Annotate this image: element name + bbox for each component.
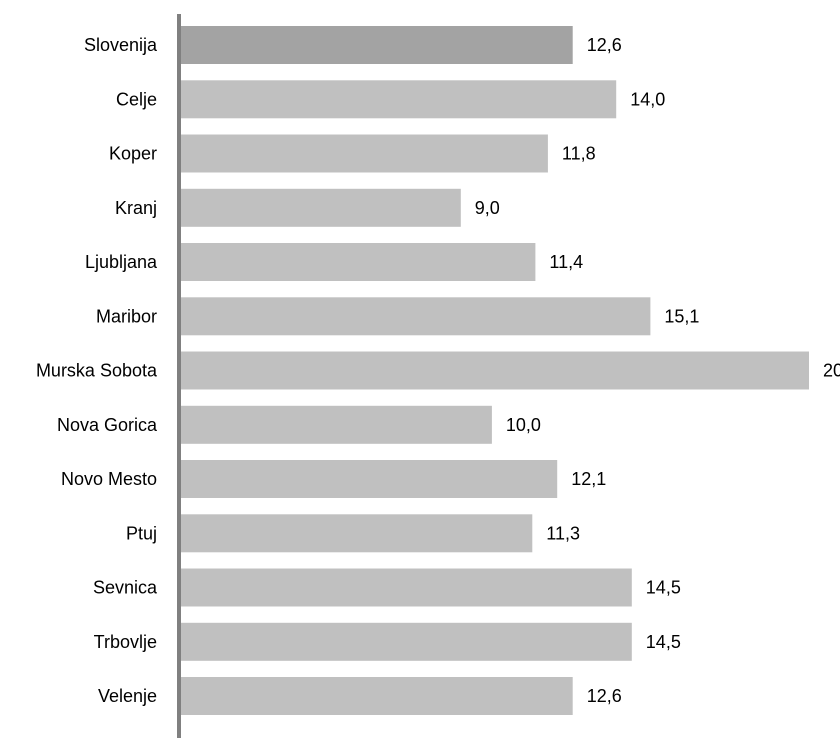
value-label-slovenija: 12,6 bbox=[587, 35, 622, 55]
category-label-nova-gorica: Nova Gorica bbox=[57, 415, 158, 435]
bar-ljubljana bbox=[181, 243, 536, 281]
value-labels-group: 12,6 14,0 11,8 9,0 11,4 15,1 20,2 10,0 12,1 11,3 1… bbox=[475, 35, 840, 706]
bars-group bbox=[181, 26, 809, 715]
value-label-kranj: 9,0 bbox=[475, 198, 500, 218]
category-label-ljubljana: Ljubljana bbox=[85, 252, 158, 272]
value-label-koper: 11,8 bbox=[562, 144, 596, 164]
category-label-maribor: Maribor bbox=[96, 306, 157, 326]
bar-nova-gorica bbox=[181, 405, 492, 444]
bar-sevnica bbox=[181, 568, 632, 607]
bar-trbovlje bbox=[181, 622, 632, 661]
value-label-celje: 14,0 bbox=[630, 89, 665, 109]
bar-maribor bbox=[181, 297, 651, 336]
value-label-trbovlje: 14,5 bbox=[646, 632, 681, 652]
category-label-koper: Koper bbox=[109, 144, 157, 164]
value-label-nova-gorica: 10,0 bbox=[506, 415, 541, 435]
value-label-maribor: 15,1 bbox=[664, 306, 699, 326]
category-label-trbovlje: Trbovlje bbox=[94, 632, 157, 652]
bar-koper bbox=[181, 134, 548, 173]
bar-novo-mesto bbox=[181, 460, 558, 498]
bar-murska-sobota bbox=[181, 351, 809, 390]
value-label-murska-sobota: 20,2 bbox=[823, 361, 840, 381]
value-label-ljubljana: 11,4 bbox=[549, 252, 583, 272]
category-label-celje: Celje bbox=[116, 89, 157, 109]
category-labels-group: Slovenija Celje Koper Kranj Ljubljana Maribor… bbox=[36, 35, 158, 706]
category-label-velenje: Velenje bbox=[98, 686, 157, 706]
value-label-ptuj: 11,3 bbox=[546, 523, 580, 543]
bar-ptuj bbox=[181, 514, 533, 553]
value-label-sevnica: 14,5 bbox=[646, 578, 681, 598]
category-label-novo-mesto: Novo Mesto bbox=[61, 469, 157, 489]
value-label-novo-mesto: 12,1 bbox=[571, 469, 606, 489]
bar-slovenija bbox=[181, 26, 573, 64]
bar-celje bbox=[181, 80, 617, 119]
category-label-slovenija: Slovenija bbox=[84, 35, 158, 55]
value-label-velenje: 12,6 bbox=[587, 686, 622, 706]
category-label-sevnica: Sevnica bbox=[93, 578, 158, 598]
bar-velenje bbox=[181, 677, 573, 715]
category-label-murska-sobota: Murska Sobota bbox=[36, 361, 158, 381]
bar-kranj bbox=[181, 188, 461, 227]
category-label-kranj: Kranj bbox=[115, 198, 157, 218]
category-label-ptuj: Ptuj bbox=[126, 523, 157, 543]
